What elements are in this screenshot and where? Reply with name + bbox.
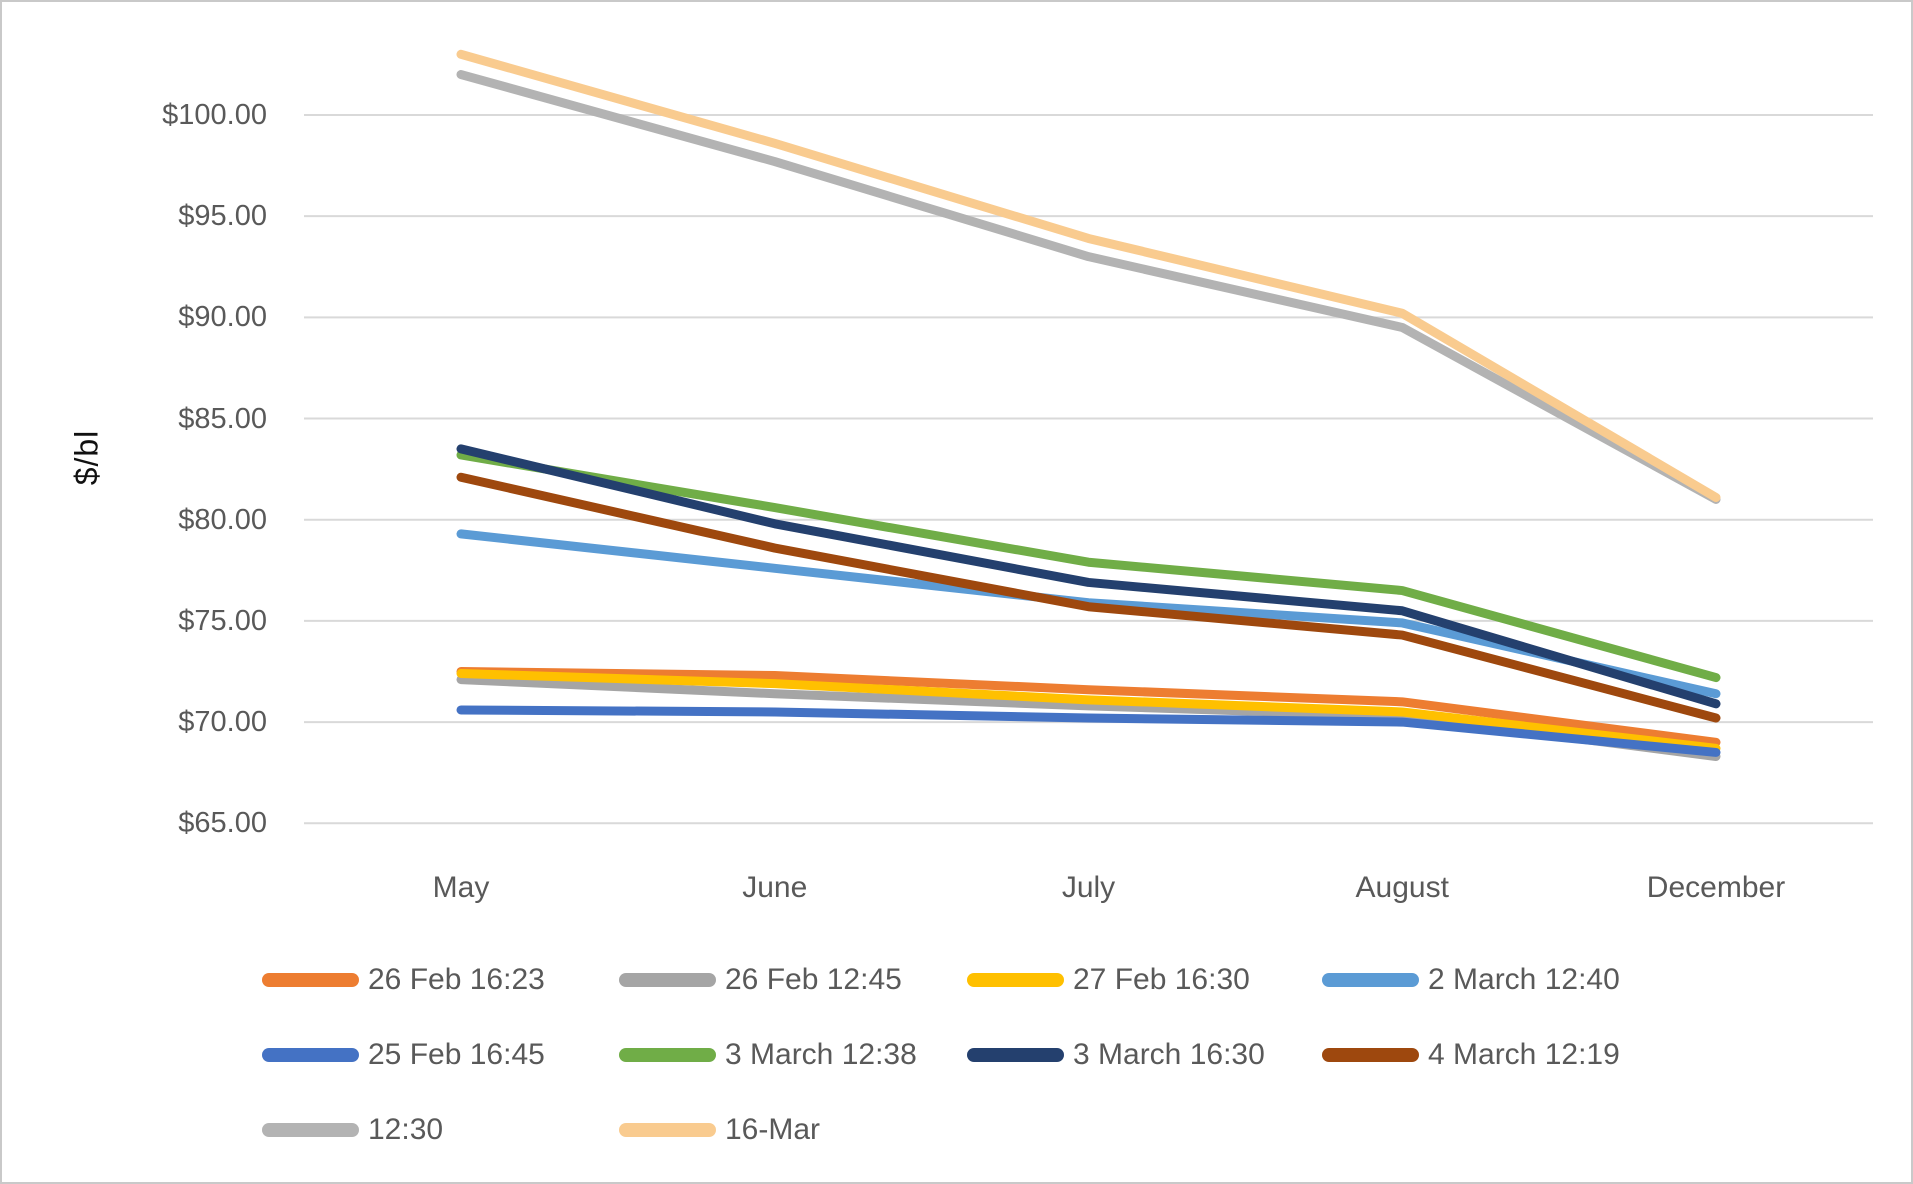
- legend-item: 25 Feb 16:45: [262, 1037, 545, 1073]
- legend-item: 2 March 12:40: [1322, 962, 1620, 998]
- series-line: [456, 669, 1721, 753]
- x-tick-label: August: [1355, 871, 1449, 904]
- x-tick-label: June: [742, 871, 808, 904]
- legend-line-swatch: [262, 1123, 359, 1137]
- y-tick-label: $80.00: [178, 503, 267, 536]
- legend-line-swatch: [967, 973, 1064, 987]
- series-line: [456, 472, 1721, 723]
- y-tick-label: $100.00: [162, 99, 267, 131]
- legend-item: 26 Feb 12:45: [619, 962, 902, 998]
- legend-label: 3 March 12:38: [725, 1038, 917, 1071]
- legend-line-swatch: [262, 1048, 359, 1062]
- legend-line-swatch: [1322, 973, 1419, 987]
- legend-label: 26 Feb 16:23: [368, 963, 545, 996]
- legend-label: 4 March 12:19: [1428, 1038, 1620, 1071]
- y-tick-label: $85.00: [178, 402, 267, 435]
- series-line: [456, 49, 1721, 502]
- y-tick-label: $75.00: [178, 604, 267, 637]
- legend-line-swatch: [967, 1048, 1064, 1062]
- legend-item: 26 Feb 16:23: [262, 962, 545, 998]
- y-tick-label: $90.00: [178, 301, 267, 334]
- legend-item: 3 March 12:38: [619, 1037, 917, 1073]
- legend-line-swatch: [262, 973, 359, 987]
- x-tick-label: July: [1061, 871, 1116, 904]
- series-line: [456, 450, 1721, 683]
- legend-line-swatch: [1322, 1048, 1419, 1062]
- legend-label: 16-Mar: [725, 1113, 821, 1146]
- legend-item: 3 March 16:30: [967, 1037, 1265, 1073]
- y-axis-title: $/bl: [68, 429, 105, 486]
- x-tick-label: May: [432, 871, 490, 904]
- legend-item: 16-Mar: [619, 1112, 820, 1148]
- legend-item: 27 Feb 16:30: [967, 962, 1250, 998]
- legend-label: 12:30: [368, 1113, 444, 1146]
- y-tick-label: $95.00: [178, 200, 267, 233]
- series-line: [456, 666, 1721, 747]
- series-line: [456, 705, 1721, 757]
- legend-item: 4 March 12:19: [1322, 1037, 1620, 1073]
- legend-item: 12:30: [262, 1112, 443, 1148]
- legend-label: 27 Feb 16:30: [1073, 963, 1250, 996]
- x-tick-label: December: [1646, 871, 1786, 904]
- y-tick-label: $65.00: [178, 807, 267, 840]
- legend-label: 3 March 16:30: [1073, 1038, 1265, 1071]
- y-tick-label: $70.00: [178, 706, 267, 739]
- legend-label: 2 March 12:40: [1428, 963, 1620, 996]
- legend-line-swatch: [619, 1048, 716, 1062]
- legend-line-swatch: [619, 973, 716, 987]
- legend-line-swatch: [619, 1123, 716, 1137]
- series-line: [456, 444, 1721, 709]
- legend-label: 26 Feb 12:45: [725, 963, 902, 996]
- legend-label: 25 Feb 16:45: [368, 1038, 545, 1071]
- series-line: [456, 70, 1721, 504]
